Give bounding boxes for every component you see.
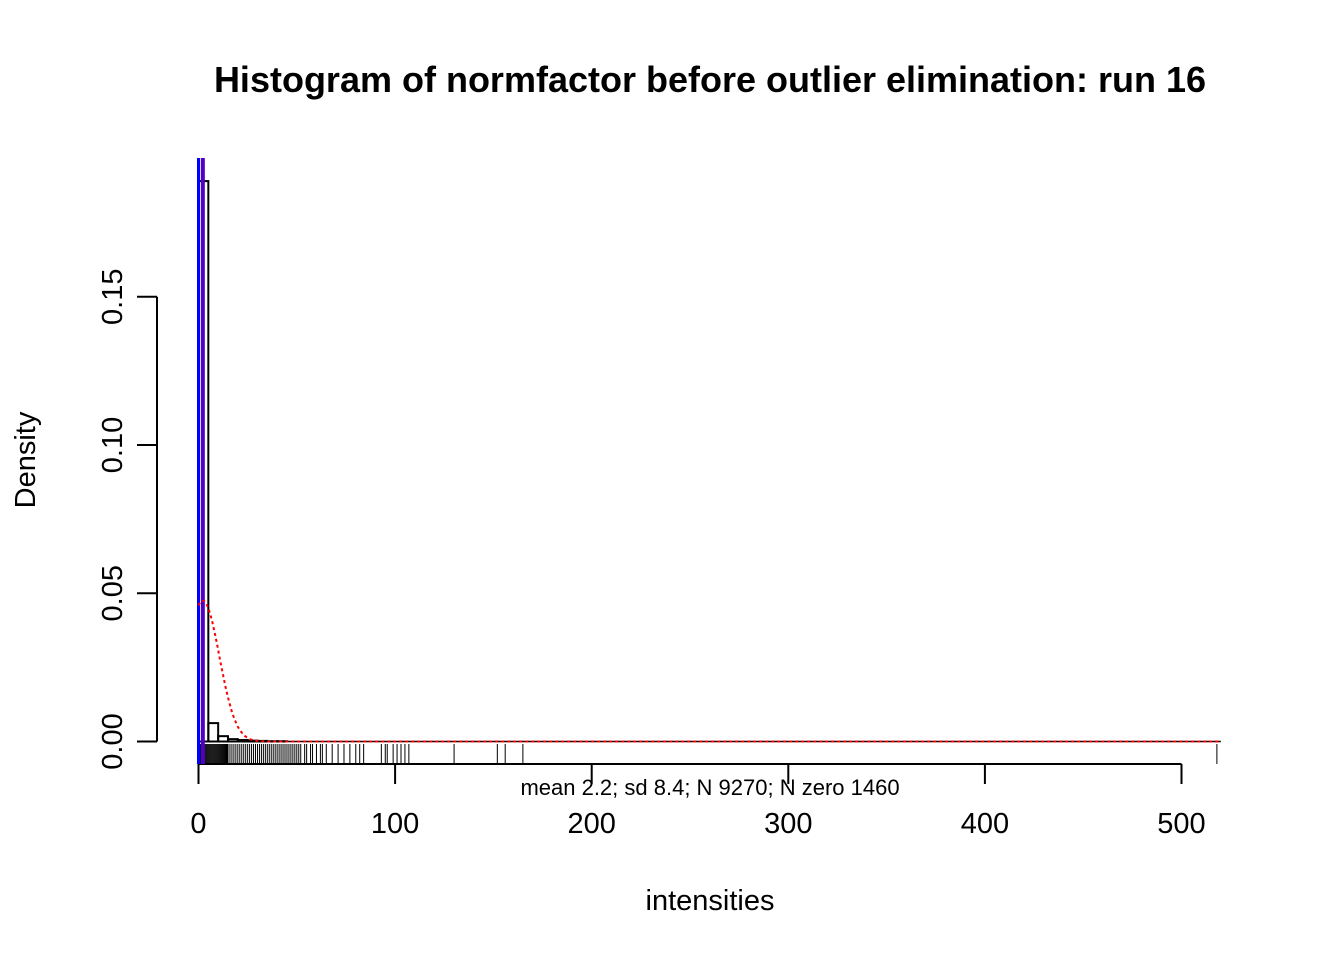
histogram-bar — [226, 738, 239, 743]
histogram-bars — [197, 180, 1221, 743]
x-tick-label: 0 — [190, 808, 206, 840]
summary-annotation: mean 2.2; sd 8.4; N 9270; N zero 1460 — [520, 775, 899, 800]
y-tick-label: 0.10 — [97, 417, 129, 473]
rug-marks — [198, 744, 1218, 764]
y-axis-label: Density — [10, 411, 42, 508]
overlay-lines — [197, 158, 1221, 764]
normal-density-curve — [197, 599, 1221, 743]
x-tick-label: 100 — [371, 808, 419, 840]
y-tick-label: 0.15 — [97, 269, 129, 325]
y-tick-label: 0.05 — [97, 565, 129, 621]
y-axis: 0.00 0.05 0.10 0.15 — [97, 269, 158, 770]
x-tick-label: 400 — [961, 808, 1009, 840]
chart-title: Histogram of normfactor before outlier e… — [214, 59, 1206, 100]
histogram-bar — [217, 735, 229, 743]
x-tick-label: 300 — [764, 808, 812, 840]
histogram-bar — [236, 739, 249, 743]
x-tick-label: 200 — [568, 808, 616, 840]
x-axis: 0 100 200 300 400 500 — [190, 763, 1206, 840]
y-tick-label: 0.00 — [97, 713, 129, 769]
x-tick-label: 500 — [1157, 808, 1205, 840]
histogram-bar — [207, 722, 220, 743]
x-axis-label: intensities — [646, 885, 775, 917]
